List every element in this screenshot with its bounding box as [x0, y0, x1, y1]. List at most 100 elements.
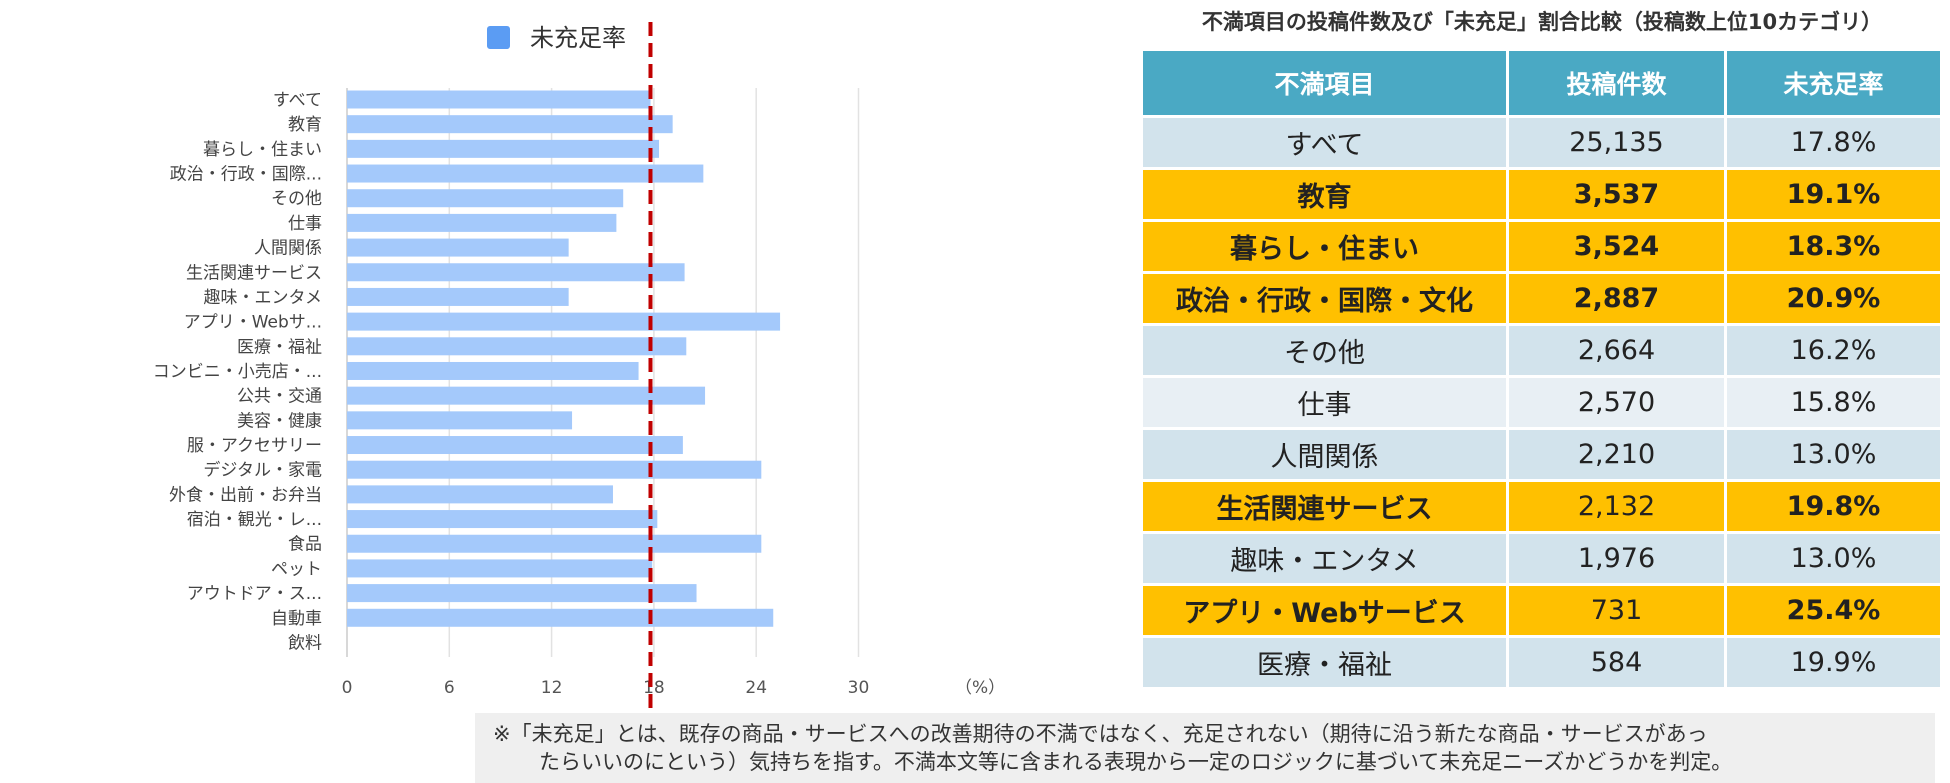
- bar: [347, 312, 781, 331]
- category-label: アウトドア・ス...: [187, 584, 322, 604]
- cell-count: 3,537: [1506, 167, 1727, 222]
- table-row: 医療・福祉 584 19.9%: [1140, 635, 1943, 690]
- legend-label: 未充足率: [530, 24, 626, 52]
- cell-item: 政治・行政・国際・文化: [1140, 271, 1509, 326]
- cell-item: 人間関係: [1140, 427, 1509, 482]
- cell-count: 1,976: [1506, 531, 1727, 586]
- footnote-line-1: ※「未充足」とは、既存の商品・サービスへの改善期待の不満ではなく、充足されない（…: [493, 722, 1708, 746]
- table-title: 不満項目の投稿件数及び「未充足」割合比較（投稿数上位10カテゴリ）: [1201, 10, 1883, 34]
- category-label: 外食・出前・お弁当: [169, 485, 322, 505]
- bar: [347, 608, 774, 627]
- cell-count: 3,524: [1506, 219, 1727, 274]
- bar: [347, 386, 706, 405]
- chart-bars: [347, 90, 781, 627]
- bar: [347, 534, 762, 553]
- x-axis-unit-label: （%）: [955, 678, 1005, 698]
- bar: [347, 139, 660, 158]
- x-tick-label: 30: [848, 678, 870, 698]
- bar: [347, 337, 687, 356]
- bar: [347, 90, 651, 109]
- table-row: 暮らし・住まい 3,524 18.3%: [1140, 219, 1943, 274]
- cell-item: 暮らし・住まい: [1140, 219, 1509, 274]
- bar: [347, 411, 573, 430]
- cell-item: 生活関連サービス: [1140, 479, 1509, 534]
- bar: [347, 361, 639, 380]
- header-rate: 未充足率: [1724, 48, 1943, 118]
- bar: [347, 164, 704, 183]
- category-label: その他: [271, 189, 322, 209]
- bar: [347, 213, 617, 232]
- category-label: 医療・福祉: [237, 337, 322, 357]
- cell-item: 趣味・エンタメ: [1140, 531, 1509, 586]
- cell-count: 25,135: [1506, 115, 1727, 170]
- category-label: 政治・行政・国際...: [170, 165, 322, 185]
- category-label: 公共・交通: [237, 387, 322, 407]
- cell-rate: 13.0%: [1724, 531, 1943, 586]
- category-label: 飲料: [288, 633, 322, 653]
- cell-count: 2,210: [1506, 427, 1727, 482]
- category-label: アプリ・Webサ...: [184, 313, 322, 333]
- bar: [347, 460, 762, 479]
- table-row: その他 2,664 16.2%: [1140, 323, 1943, 378]
- footnote-line-2: たらいいのにという）気持ちを指す。不満本文等に含まれる表現から一定のロジックに基…: [539, 750, 1733, 774]
- cell-item: 仕事: [1140, 375, 1509, 430]
- x-tick-label: 0: [342, 678, 353, 698]
- category-label: 食品: [288, 535, 322, 555]
- header-item: 不満項目: [1140, 48, 1509, 118]
- table-row: アプリ・Webサービス 731 25.4%: [1140, 583, 1943, 638]
- comparison-table: 不満項目 投稿件数 未充足率 すべて 25,135 17.8% 教育 3,537 19.1…: [1140, 48, 1943, 690]
- cell-item: その他: [1140, 323, 1509, 378]
- category-label: すべて: [273, 91, 322, 111]
- chart-legend: 未充足率: [487, 24, 626, 52]
- cell-rate: 17.8%: [1724, 115, 1943, 170]
- category-label: コンビニ・小売店・...: [153, 362, 322, 382]
- x-axis-ticks: 0 6 12 18 24 30: [342, 678, 870, 698]
- cell-count: 2,664: [1506, 323, 1727, 378]
- category-label: 生活関連サービス: [186, 263, 322, 283]
- category-label: 趣味・エンタメ: [204, 288, 323, 308]
- bar: [347, 263, 685, 282]
- footnote: ※「未充足」とは、既存の商品・サービスへの改善期待の不満ではなく、充足されない（…: [475, 713, 1935, 783]
- table-row: 趣味・エンタメ 1,976 13.0%: [1140, 531, 1943, 586]
- cell-item: アプリ・Webサービス: [1140, 583, 1509, 638]
- cell-count: 2,570: [1506, 375, 1727, 430]
- x-tick-label: 12: [541, 678, 563, 698]
- bar: [347, 189, 624, 208]
- cell-rate: 15.8%: [1724, 375, 1943, 430]
- bar: [347, 436, 683, 455]
- bar: [347, 584, 697, 603]
- table-row: 教育 3,537 19.1%: [1140, 167, 1943, 222]
- x-tick-label: 6: [444, 678, 455, 698]
- bar: [347, 115, 673, 134]
- cell-rate: 19.8%: [1724, 479, 1943, 534]
- cell-item: 教育: [1140, 167, 1509, 222]
- table-row: 政治・行政・国際・文化 2,887 20.9%: [1140, 271, 1943, 326]
- cell-rate: 20.9%: [1724, 271, 1943, 326]
- category-label: 自動車: [271, 609, 322, 629]
- legend-swatch: [487, 26, 510, 49]
- cell-count: 2,887: [1506, 271, 1727, 326]
- category-label: デジタル・家電: [203, 460, 322, 481]
- table-header-row: 不満項目 投稿件数 未充足率: [1140, 48, 1943, 118]
- cell-rate: 16.2%: [1724, 323, 1943, 378]
- table-row: 仕事 2,570 15.8%: [1140, 375, 1943, 430]
- cell-rate: 18.3%: [1724, 219, 1943, 274]
- cell-count: 2,132: [1506, 479, 1727, 534]
- category-label: 服・アクセサリー: [187, 436, 322, 456]
- cell-rate: 13.0%: [1724, 427, 1943, 482]
- bar: [347, 287, 569, 306]
- table-row: 人間関係 2,210 13.0%: [1140, 427, 1943, 482]
- category-label: 人間関係: [254, 239, 322, 259]
- bar: [347, 559, 653, 578]
- category-label: 美容・健康: [237, 411, 322, 431]
- bar: [347, 485, 613, 504]
- category-label: 暮らし・住まい: [203, 140, 322, 160]
- category-label: 仕事: [288, 214, 322, 234]
- cell-count: 584: [1506, 635, 1727, 690]
- category-label: ペット: [271, 559, 322, 579]
- x-tick-label: 24: [745, 678, 767, 698]
- x-tick-label: 18: [643, 678, 665, 698]
- header-count: 投稿件数: [1506, 48, 1727, 118]
